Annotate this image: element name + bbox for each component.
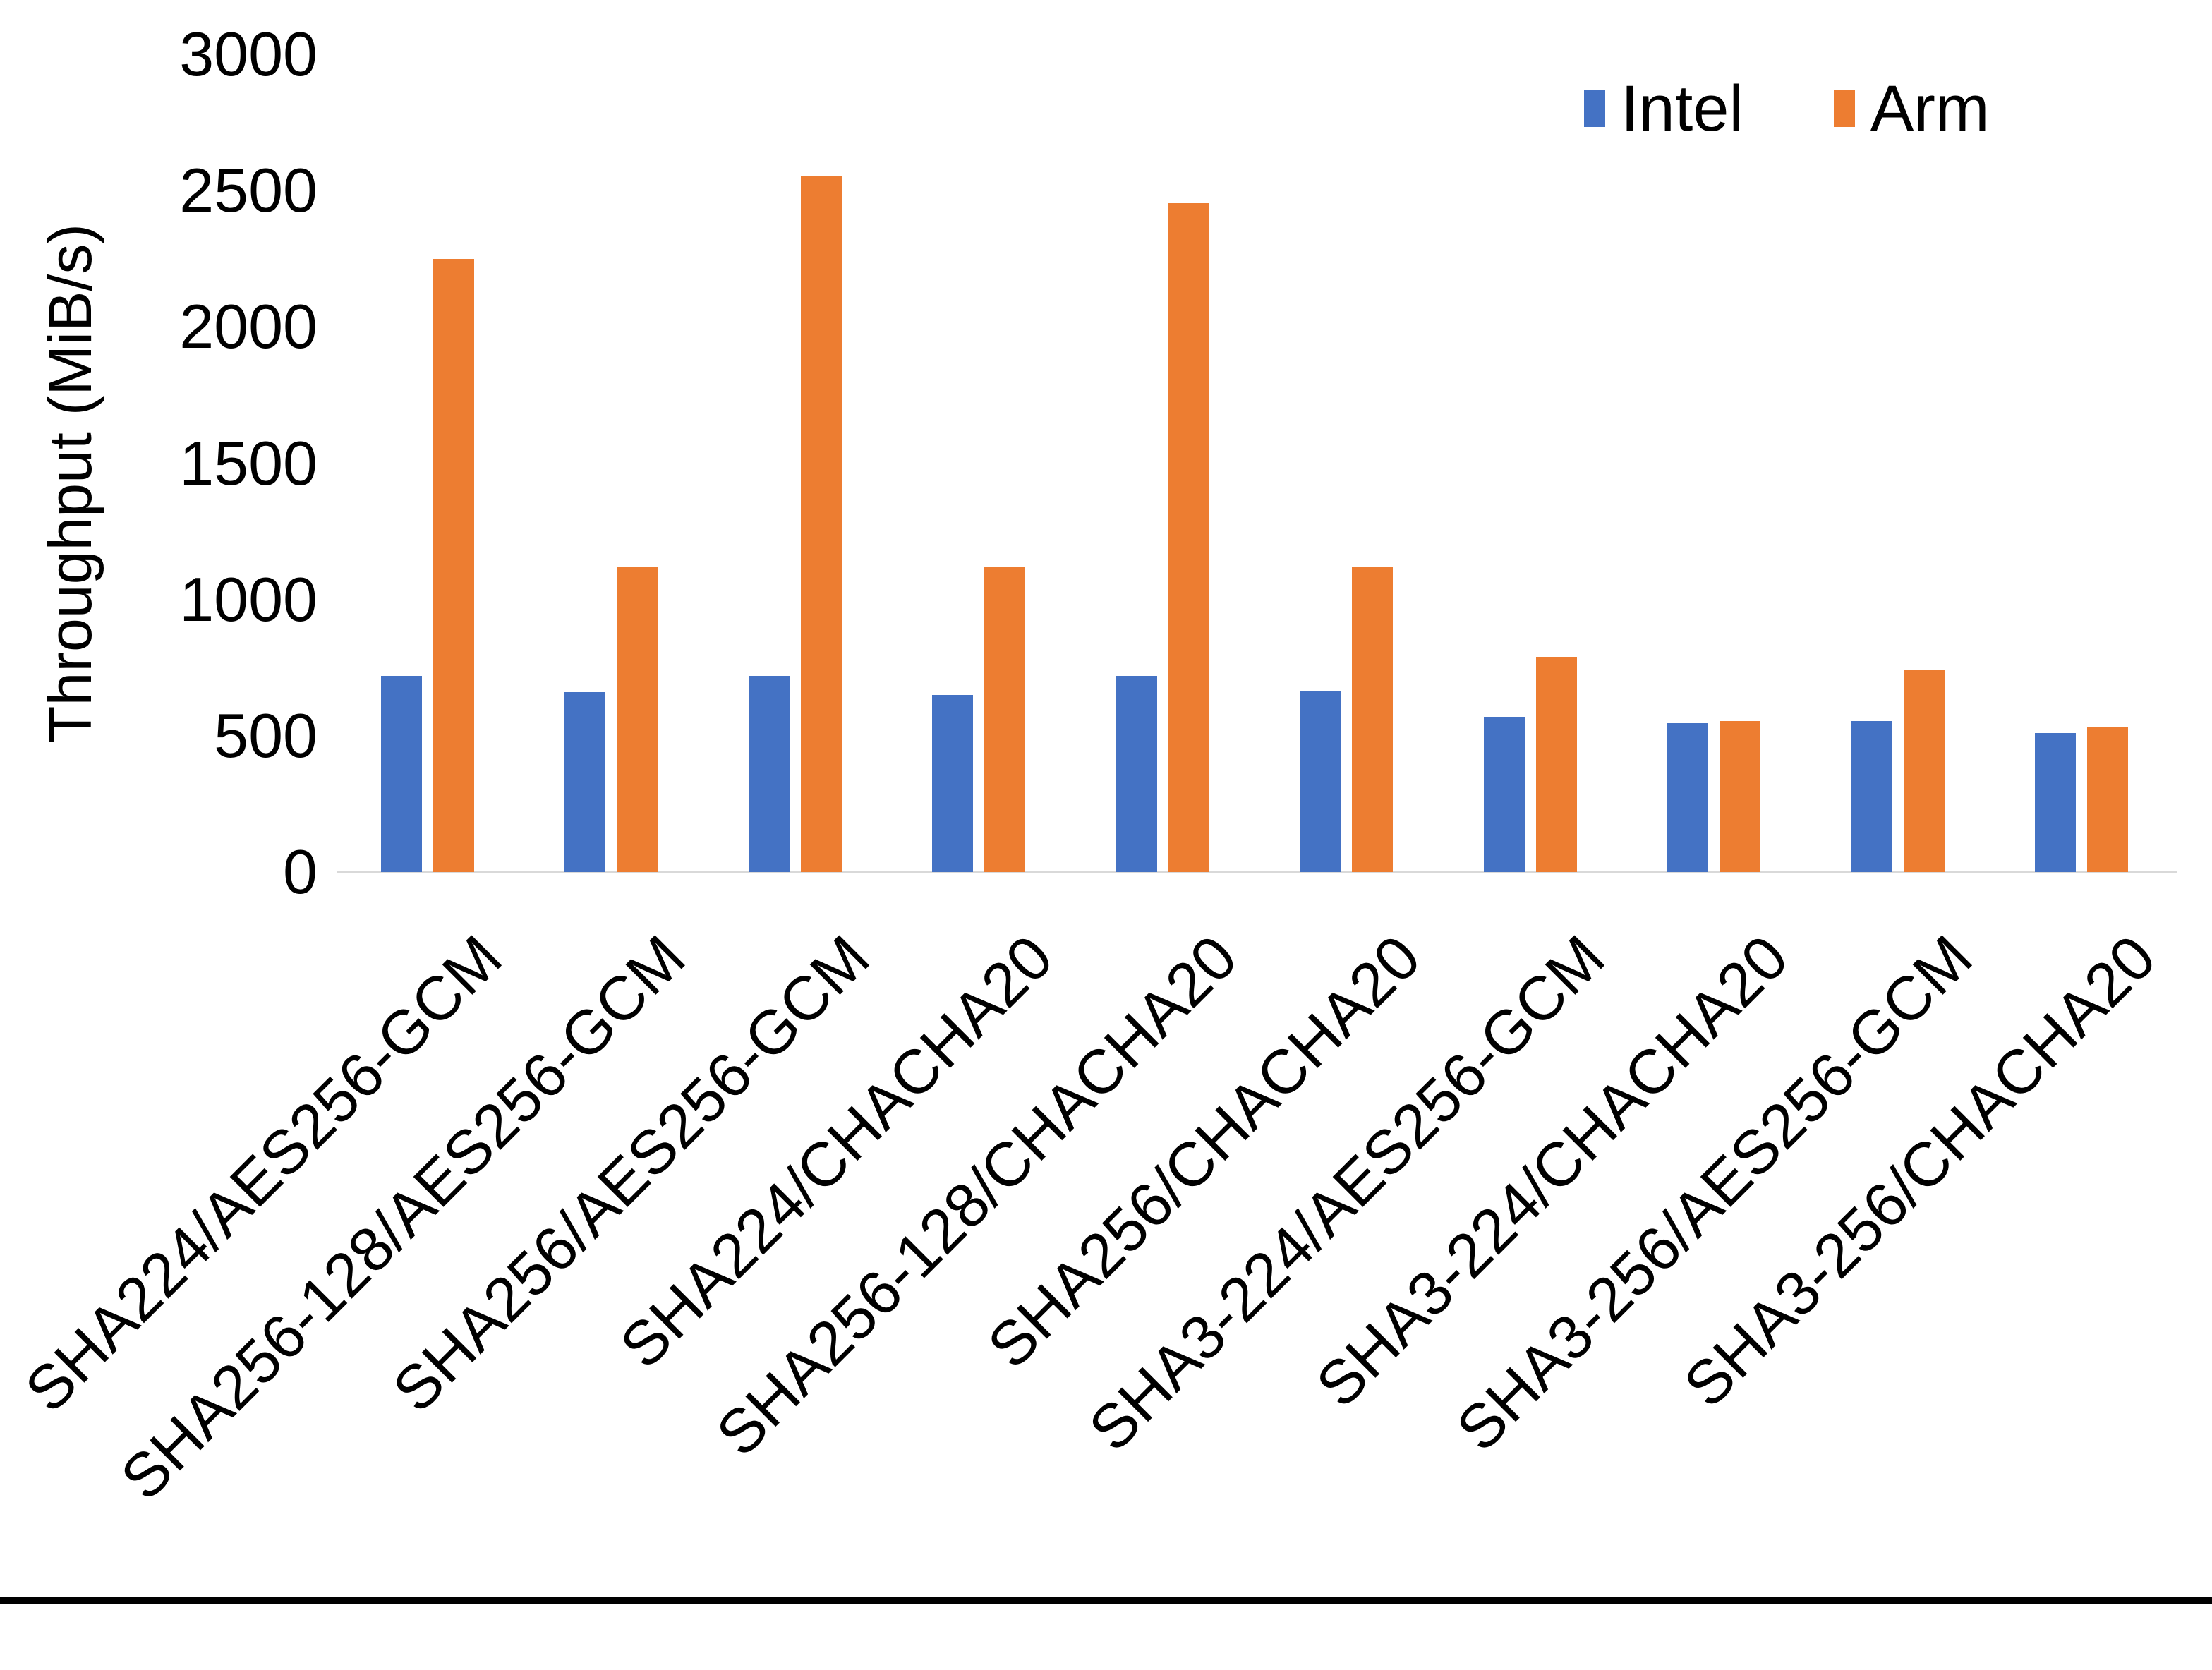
y-tick-label: 2500: [179, 155, 318, 226]
bar-intel-1: [564, 692, 605, 872]
y-tick-label: 3000: [179, 19, 318, 89]
bar-chart-figure: Throughput (MiB/s) 0 500 1000 1500 2000 2500 3…: [0, 19, 2212, 1604]
bar-intel-9: [2035, 733, 2076, 872]
legend-item-arm: Arm: [1833, 73, 1990, 145]
y-tick-label: 1500: [179, 428, 318, 498]
bar-intel-3: [932, 695, 973, 872]
bar-intel-6: [1484, 717, 1525, 872]
bar-arm-8: [1904, 670, 1945, 872]
bar-intel-8: [1851, 721, 1892, 872]
legend-item-intel: Intel: [1584, 76, 1743, 141]
bar-intel-4: [1116, 676, 1157, 872]
y-tick-label: 500: [214, 700, 318, 770]
bar-arm-0: [433, 259, 474, 872]
legend-label-arm: Arm: [1870, 73, 1990, 145]
x-axis-line: [337, 871, 2177, 873]
bar-arm-5: [1352, 567, 1393, 872]
y-tick-label: 2000: [179, 291, 318, 362]
bar-arm-1: [617, 567, 658, 872]
bar-arm-6: [1536, 657, 1577, 872]
figure-bottom-border: [0, 1597, 2212, 1604]
bar-intel-2: [749, 676, 790, 872]
bar-intel-7: [1667, 723, 1708, 872]
y-tick-label: 0: [283, 837, 318, 907]
bar-intel-5: [1300, 691, 1341, 872]
bar-arm-7: [1720, 721, 1760, 872]
legend-swatch-arm: [1833, 90, 1855, 127]
bar-arm-3: [984, 567, 1025, 872]
bar-intel-0: [381, 676, 422, 872]
y-tick-label: 1000: [179, 564, 318, 634]
bar-arm-4: [1168, 203, 1209, 872]
legend-label-intel: Intel: [1621, 73, 1743, 145]
bar-arm-9: [2087, 727, 2128, 872]
legend-swatch-intel: [1584, 90, 1605, 127]
bar-arm-2: [801, 176, 842, 872]
legend: Intel Arm: [1584, 76, 1990, 141]
